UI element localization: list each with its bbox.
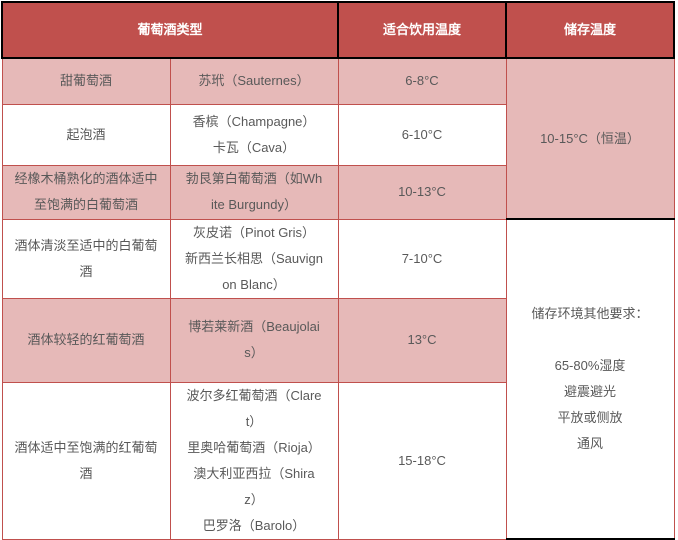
- serving-temp-cell: 15-18°C: [337, 381, 507, 540]
- wine-category-cell: 经橡木桶熟化的酒体适中至饱满的白葡萄酒: [1, 164, 171, 220]
- header-row: 葡萄酒类型 适合饮用温度 储存温度: [1, 1, 675, 59]
- serving-temp-cell: 13°C: [337, 297, 507, 383]
- wine-examples-cell: 苏玳（Sauternes）: [169, 57, 339, 105]
- wine-category-cell: 起泡酒: [1, 103, 171, 166]
- table-row: 甜葡萄酒 苏玳（Sauternes） 6-8°C 10-15°C（恒温）: [1, 57, 675, 220]
- wine-examples-cell: 灰皮诺（Pinot Gris） 新西兰长相思（Sauvignon Blanc）: [169, 218, 339, 299]
- wine-examples-cell: 波尔多红葡萄酒（Claret） 里奥哈葡萄酒（Rioja） 澳大利亚西拉（Shi…: [169, 381, 339, 540]
- table-row: 经橡木桶熟化的酒体适中至饱满的白葡萄酒 勃艮第白葡萄酒（如White Burgu…: [1, 164, 674, 220]
- serving-temp-cell: 7-10°C: [337, 218, 507, 299]
- table-row: 酒体清淡至适中的白葡萄酒 灰皮诺（Pinot Gris） 新西兰长相思（Sauv…: [1, 218, 675, 540]
- serving-temp-cell: 6-8°C: [337, 57, 507, 105]
- serving-temp-cell: 6-10°C: [337, 103, 507, 166]
- storage-requirements-cell: 储存环境其他要求： 65-80%湿度 避震避光 平放或侧放 通风: [505, 218, 675, 540]
- table-row: 起泡酒 香槟（Champagne） 卡瓦（Cava） 6-10°C: [1, 103, 674, 166]
- wine-category-cell: 酒体较轻的红葡萄酒: [1, 297, 171, 383]
- wine-examples-cell: 香槟（Champagne） 卡瓦（Cava）: [169, 103, 339, 166]
- header-storage-temp: 储存温度: [505, 1, 675, 59]
- header-wine-type: 葡萄酒类型: [1, 1, 339, 59]
- serving-temp-cell: 10-13°C: [337, 164, 507, 220]
- table-row: 酒体较轻的红葡萄酒 博若莱新酒（Beaujolais） 13°C: [1, 297, 674, 383]
- wine-examples-cell: 博若莱新酒（Beaujolais）: [169, 297, 339, 383]
- wine-category-cell: 酒体清淡至适中的白葡萄酒: [1, 218, 171, 299]
- header-serving-temp: 适合饮用温度: [337, 1, 507, 59]
- wine-examples-cell: 勃艮第白葡萄酒（如White Burgundy）: [169, 164, 339, 220]
- wine-category-cell: 甜葡萄酒: [1, 57, 171, 105]
- storage-temp-cell: 10-15°C（恒温）: [505, 57, 675, 220]
- wine-category-cell: 酒体适中至饱满的红葡萄酒: [1, 381, 171, 540]
